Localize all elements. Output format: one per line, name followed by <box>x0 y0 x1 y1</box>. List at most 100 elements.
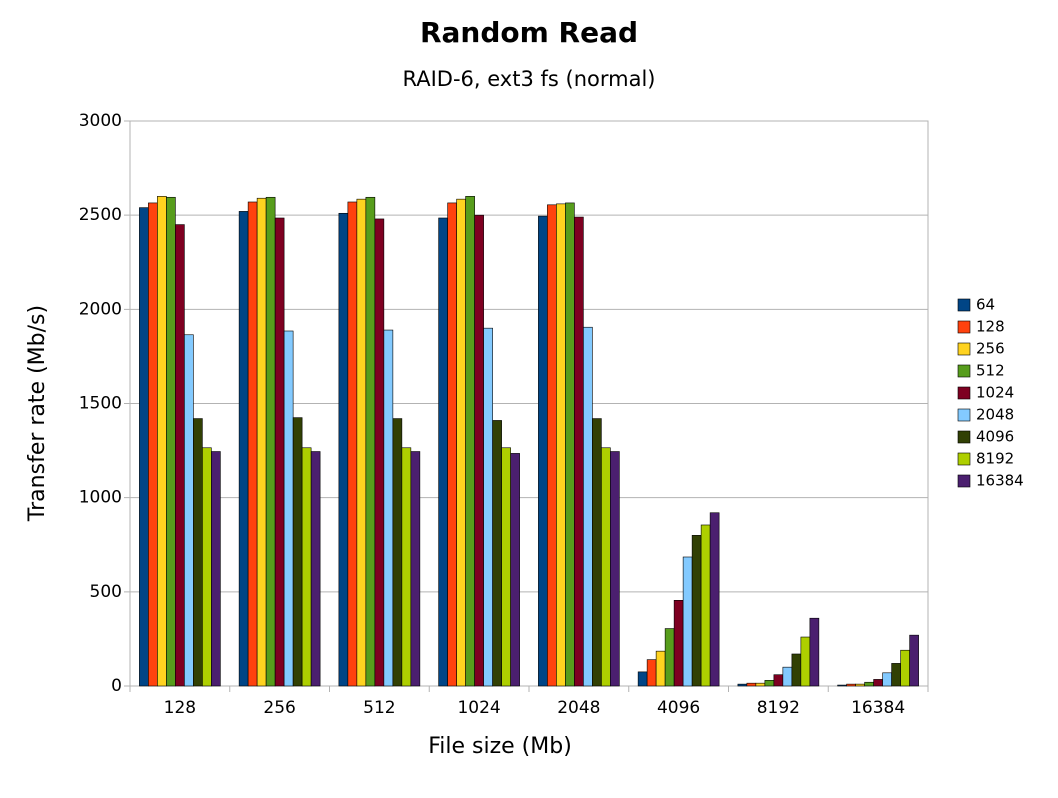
legend-swatch <box>957 430 971 444</box>
legend-label: 512 <box>976 362 1005 380</box>
bar <box>465 196 475 687</box>
bar <box>837 684 847 687</box>
bar <box>592 418 602 687</box>
bar <box>755 682 766 687</box>
legend-swatch <box>957 386 971 400</box>
bar <box>292 417 303 687</box>
x-tick-label: 1024 <box>457 698 500 718</box>
bar <box>864 681 874 687</box>
bar <box>800 636 811 687</box>
bar <box>301 447 312 687</box>
bar <box>456 198 466 687</box>
bar <box>637 671 648 687</box>
bar <box>646 659 657 687</box>
bar <box>501 447 511 687</box>
bar <box>655 650 666 687</box>
y-tick-label: 2000 <box>79 299 122 319</box>
bar <box>682 556 693 687</box>
bar <box>166 196 176 687</box>
legend-label: 4096 <box>976 428 1014 446</box>
chart-subtitle: RAID-6, ext3 fs (normal) <box>403 67 656 91</box>
legend-swatch <box>957 452 971 466</box>
bar <box>547 204 557 687</box>
bar <box>691 535 702 687</box>
y-tick-label: 3000 <box>79 111 122 131</box>
legend-label: 128 <box>976 318 1005 336</box>
legend-swatch <box>957 364 971 378</box>
bar <box>356 198 367 687</box>
legend-swatch <box>957 408 971 422</box>
y-tick-label: 2500 <box>79 205 122 225</box>
x-tick-label: 512 <box>363 698 395 718</box>
bar <box>157 196 167 687</box>
bar <box>737 683 748 687</box>
bar <box>283 330 294 687</box>
bar <box>510 453 520 687</box>
bar <box>193 418 203 687</box>
bar <box>882 672 892 687</box>
bar <box>202 447 212 687</box>
legend-swatch <box>957 342 971 356</box>
bar <box>401 447 412 687</box>
x-tick-label: 256 <box>263 698 295 718</box>
x-axis-label: File size (Mb) <box>428 734 572 759</box>
bar <box>438 217 448 687</box>
legend-swatch <box>957 320 971 334</box>
bar <box>601 447 611 687</box>
bar <box>347 201 358 687</box>
y-tick-label: 1500 <box>79 394 122 414</box>
bar <box>773 674 784 687</box>
bar <box>791 653 802 687</box>
y-axis-label: Transfer rate (Mb/s) <box>25 305 50 522</box>
bar <box>700 524 711 687</box>
bar <box>383 329 394 687</box>
bar <box>274 217 285 687</box>
bar <box>175 224 185 687</box>
chart-title: Random Read <box>420 16 638 49</box>
bar <box>184 334 194 687</box>
bar <box>873 679 883 687</box>
bar <box>574 216 584 687</box>
legend-label: 2048 <box>976 406 1014 424</box>
bar <box>374 218 385 687</box>
legend-label: 256 <box>976 340 1005 358</box>
bar <box>338 212 349 687</box>
legend-label: 8192 <box>976 450 1014 468</box>
bar <box>365 196 376 687</box>
bar <box>746 682 757 687</box>
legend-label: 16384 <box>976 472 1024 490</box>
bar <box>764 680 775 687</box>
legend-swatch <box>957 474 971 488</box>
legend-label: 1024 <box>976 384 1014 402</box>
bar <box>809 617 820 687</box>
x-tick-label: 8192 <box>757 698 800 718</box>
x-tick-label: 16384 <box>851 698 905 718</box>
legend-label: 64 <box>976 296 995 314</box>
bar <box>247 201 258 687</box>
bar <box>211 451 221 687</box>
x-tick-label: 128 <box>164 698 196 718</box>
bar <box>238 211 249 687</box>
y-tick-label: 500 <box>90 582 122 602</box>
x-tick-label: 2048 <box>557 698 600 718</box>
bar <box>492 420 502 687</box>
bar <box>846 683 856 687</box>
legend-swatch <box>957 298 971 312</box>
bar <box>474 214 484 687</box>
bar <box>256 197 267 687</box>
bar <box>900 649 910 687</box>
bar <box>538 215 548 687</box>
y-tick-label: 0 <box>111 676 122 696</box>
bar <box>265 196 276 687</box>
bar <box>610 451 620 687</box>
bar <box>664 628 675 687</box>
bar <box>410 451 421 687</box>
bar <box>565 202 575 687</box>
bar <box>392 418 403 687</box>
x-tick-label: 4096 <box>657 698 700 718</box>
bar <box>709 512 720 687</box>
bar <box>310 451 321 687</box>
bar <box>483 327 493 687</box>
bar <box>782 666 793 687</box>
